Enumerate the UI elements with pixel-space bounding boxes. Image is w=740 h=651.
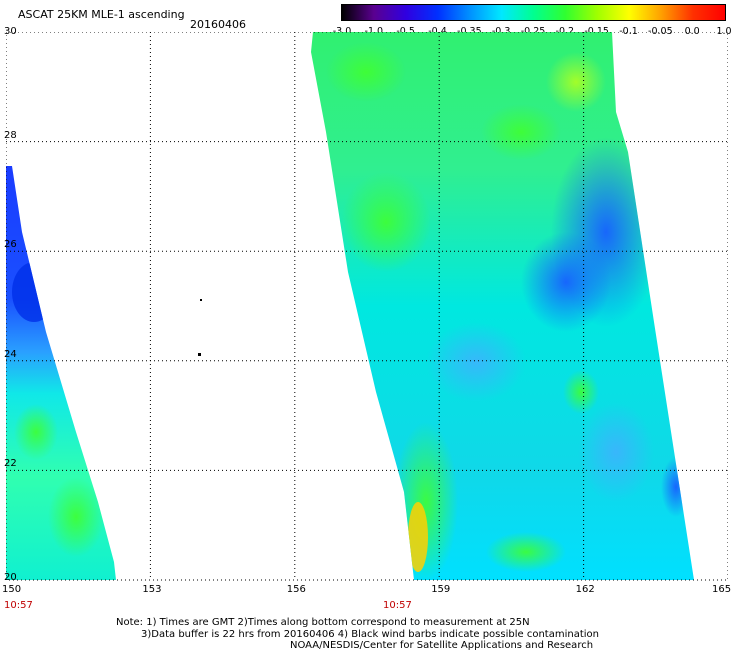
longitude-label: 165	[712, 584, 732, 595]
colorbar-label: -0.25	[520, 26, 546, 37]
longitude-label: 162	[575, 584, 595, 595]
swath-time-left: 10:57	[4, 600, 33, 611]
colorbar-label: -0.5	[396, 26, 415, 37]
latitude-label: 24	[4, 348, 17, 360]
right-swath	[311, 32, 694, 580]
colorbar-label: -0.35	[457, 26, 482, 37]
colorbar-label: -0.1	[619, 26, 638, 37]
map-plot	[5, 31, 729, 592]
colorbar-label: -0.3	[491, 26, 511, 37]
colorbar-label: -0.15	[584, 26, 609, 37]
colorbar-label: -0.05	[648, 26, 673, 37]
longitude-label: 150	[2, 584, 22, 595]
left-swath	[6, 166, 116, 580]
latitude-label: 28	[4, 129, 17, 141]
colorbar-label: 0.0	[684, 26, 700, 37]
latitude-label: 22	[4, 458, 17, 470]
note-line-2: 3)Data buffer is 22 hrs from 20160406 4)…	[141, 629, 599, 640]
colorbar-legend	[341, 4, 726, 21]
colorbar-gradient	[342, 5, 725, 20]
latitude-label: 30	[4, 26, 17, 37]
map-title: ASCAT 25KM MLE-1 ascending	[18, 8, 185, 21]
note-line-1: Note: 1) Times are GMT 2)Times along bot…	[116, 617, 530, 628]
marker-dot	[198, 353, 201, 356]
longitude-label: 156	[286, 584, 306, 595]
longitude-label: 153	[142, 584, 162, 595]
wind-swath-map	[5, 31, 729, 581]
map-date: 20160406	[190, 18, 246, 31]
swath-time-right: 10:57	[383, 600, 412, 611]
colorbar-label: -0.2	[555, 26, 575, 37]
note-line-3: NOAA/NESDIS/Center for Satellite Applica…	[290, 640, 594, 651]
marker-dot	[200, 299, 202, 301]
longitude-label: 159	[431, 584, 451, 595]
map-grid	[6, 32, 728, 580]
latitude-label: 26	[4, 239, 17, 251]
colorbar-label: 1.0	[716, 26, 732, 37]
colorbar-label: -0.4	[428, 26, 447, 37]
colorbar-label: -1.0	[364, 26, 384, 37]
latitude-label: 20	[4, 572, 17, 583]
